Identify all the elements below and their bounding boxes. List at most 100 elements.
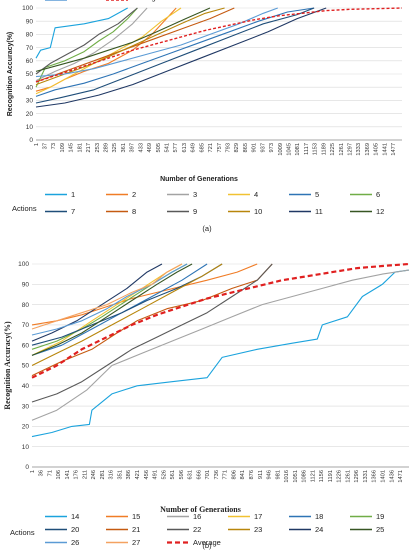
legend-label: 17 [254, 512, 262, 521]
x-tick-label: 1189 [321, 143, 327, 155]
series-line-11 [35, 7, 327, 108]
series-line-2 [35, 7, 177, 92]
x-tick-label: 721 [208, 143, 214, 153]
x-tick-label: 911 [258, 470, 264, 479]
legend-label: 22 [193, 525, 201, 534]
y-tick-label: 90 [26, 18, 34, 25]
x-tick-label: 469 [147, 143, 153, 153]
series-line-13 [35, 7, 278, 78]
x-axis-label: Number of Generations [160, 176, 238, 183]
x-tick-label: 1331 [363, 470, 369, 483]
x-tick-label: 1405 [374, 143, 380, 156]
legend-label: 15 [132, 512, 140, 521]
x-tick-label: 901 [252, 143, 258, 153]
x-tick-label: 1117 [304, 143, 310, 155]
legend-label: 13 [71, 0, 79, 2]
x-tick-label: 109 [60, 143, 66, 153]
x-tick-label: 505 [156, 143, 162, 153]
x-tick-label: 596 [179, 470, 185, 480]
x-tick-label: 37 [43, 143, 49, 149]
x-tick-label: 1 [34, 143, 40, 146]
x-tick-label: 456 [144, 470, 150, 480]
legend-label: 11 [315, 207, 323, 216]
series-line-21 [31, 263, 273, 377]
legend-label: 2 [132, 190, 136, 199]
legend-label: 26 [71, 538, 79, 547]
legend-label: 19 [376, 512, 384, 521]
x-tick-label: 281 [100, 470, 106, 480]
x-tick-label: 577 [173, 143, 179, 153]
x-tick-label: 876 [249, 470, 255, 480]
y-tick-label: 40 [26, 84, 34, 91]
y-tick-label: 40 [22, 383, 30, 390]
x-tick-label: 771 [223, 470, 229, 480]
x-tick-label: 685 [199, 143, 205, 153]
x-tick-label: 289 [104, 143, 110, 153]
x-tick-label: 316 [109, 470, 115, 480]
x-tick-label: 145 [69, 143, 75, 153]
x-tick-label: 433 [138, 143, 144, 153]
x-tick-label: 1016 [284, 470, 290, 483]
y-tick-label: 20 [22, 424, 30, 431]
x-tick-label: 631 [188, 470, 194, 480]
x-tick-label: 217 [86, 143, 92, 153]
x-tick-label: 1296 [354, 470, 360, 483]
x-tick-label: 526 [161, 470, 167, 480]
legend-label: 7 [71, 207, 75, 216]
legend-label: 14 [71, 512, 79, 521]
legend-label: 4 [254, 190, 258, 199]
y-tick-label: 70 [26, 45, 34, 52]
y-tick-label: 10 [26, 124, 34, 131]
series-line-25 [31, 263, 193, 356]
x-tick-label: 1261 [345, 470, 351, 483]
x-tick-label: 561 [170, 470, 176, 480]
legend-label: 12 [376, 207, 384, 216]
x-tick-label: 1045 [287, 143, 293, 156]
series-line-average [31, 262, 410, 379]
x-tick-label: 1156 [319, 470, 325, 482]
y-tick-label: 20 [26, 111, 34, 118]
series-line-23 [31, 263, 223, 366]
x-tick-label: 981 [275, 470, 281, 480]
x-tick-label: 806 [231, 470, 237, 480]
y-tick-label: 60 [26, 58, 34, 65]
x-tick-label: 649 [191, 143, 197, 153]
x-tick-label: 1081 [295, 143, 301, 156]
x-tick-label: 106 [56, 470, 62, 480]
x-tick-label: 361 [121, 143, 127, 153]
y-tick-label: 10 [22, 444, 30, 451]
x-tick-label: 1369 [365, 143, 371, 156]
x-tick-label: 937 [260, 143, 266, 153]
series-line-3 [35, 7, 148, 82]
legend-label: 10 [254, 207, 262, 216]
legend-title: Actions [12, 204, 37, 213]
x-tick-label: 1477 [391, 143, 397, 156]
x-tick-label: 1297 [348, 143, 354, 156]
y-tick-label: 70 [22, 322, 30, 329]
x-tick-label: 491 [153, 470, 159, 480]
legend-label: 24 [315, 525, 323, 534]
x-tick-label: 793 [226, 143, 232, 153]
y-tick-label: 0 [25, 464, 29, 471]
x-tick-label: 757 [217, 143, 223, 153]
x-tick-label: 1366 [372, 470, 378, 483]
y-tick-label: 50 [22, 363, 30, 370]
y-tick-label: 80 [22, 302, 30, 309]
legend-label: 1 [71, 190, 75, 199]
y-tick-label: 100 [18, 261, 29, 268]
legend-label: 16 [193, 512, 201, 521]
x-tick-label: 1401 [380, 470, 386, 483]
legend-label: 20 [71, 525, 79, 534]
legend-label: 27 [132, 538, 140, 547]
x-tick-label: 176 [74, 470, 80, 480]
x-tick-label: 325 [112, 143, 118, 153]
x-tick-label: 541 [165, 143, 171, 153]
x-tick-label: 613 [182, 143, 188, 153]
chart-caption: (a) [202, 224, 212, 233]
series-line-15 [31, 263, 258, 326]
x-tick-label: 1191 [328, 470, 334, 482]
series-line-9 [35, 7, 138, 75]
y-tick-label: 30 [26, 98, 34, 105]
legend-label: 5 [315, 190, 319, 199]
